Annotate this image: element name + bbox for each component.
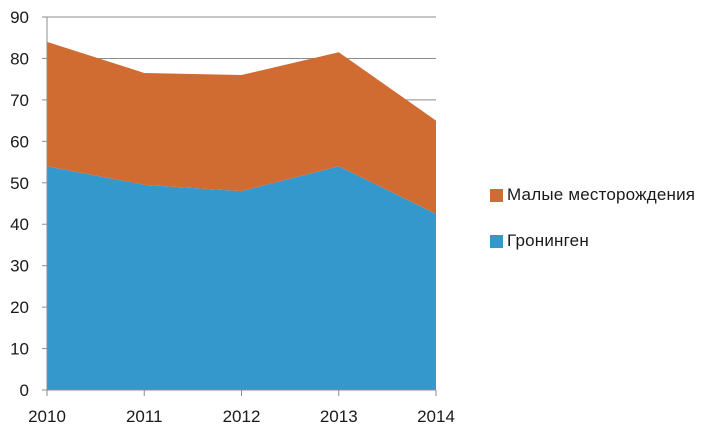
area-series-1 bbox=[47, 41, 436, 214]
legend-swatch-groningen bbox=[490, 234, 503, 248]
area-series-0 bbox=[47, 166, 436, 390]
x-tick-label-2012: 2012 bbox=[223, 407, 261, 426]
y-tick-label-70: 70 bbox=[10, 91, 29, 110]
y-tick-label-40: 40 bbox=[10, 215, 29, 234]
x-tick-labels: 2010 2011 2012 2013 2014 bbox=[28, 407, 455, 426]
y-tick-label-80: 80 bbox=[10, 49, 29, 68]
legend-swatch-small-fields bbox=[490, 188, 503, 202]
axes bbox=[42, 16, 437, 396]
area-series bbox=[47, 41, 436, 390]
y-tick-label-0: 0 bbox=[20, 381, 29, 400]
x-tick-label-2013: 2013 bbox=[320, 407, 358, 426]
legend-label-small-fields: Малые месторождения bbox=[507, 185, 696, 204]
y-tick-label-90: 90 bbox=[10, 8, 29, 27]
legend: Малые месторождения Гронинген bbox=[490, 185, 695, 277]
y-tick-labels: 0 10 20 30 40 50 60 70 80 90 bbox=[10, 8, 29, 400]
y-tick-label-60: 60 bbox=[10, 132, 29, 151]
y-tick-label-30: 30 bbox=[10, 257, 29, 276]
x-tick-label-2011: 2011 bbox=[126, 407, 163, 426]
y-tick-label-50: 50 bbox=[10, 174, 29, 193]
x-tick-label-2010: 2010 bbox=[28, 407, 66, 426]
x-tick-label-2014: 2014 bbox=[417, 407, 455, 426]
legend-item-small-fields: Малые месторождения bbox=[490, 185, 695, 205]
y-tick-label-20: 20 bbox=[10, 298, 29, 317]
legend-label-groningen: Гронинген bbox=[507, 231, 589, 250]
y-tick-label-10: 10 bbox=[10, 340, 29, 359]
legend-item-groningen: Гронинген bbox=[490, 231, 695, 251]
